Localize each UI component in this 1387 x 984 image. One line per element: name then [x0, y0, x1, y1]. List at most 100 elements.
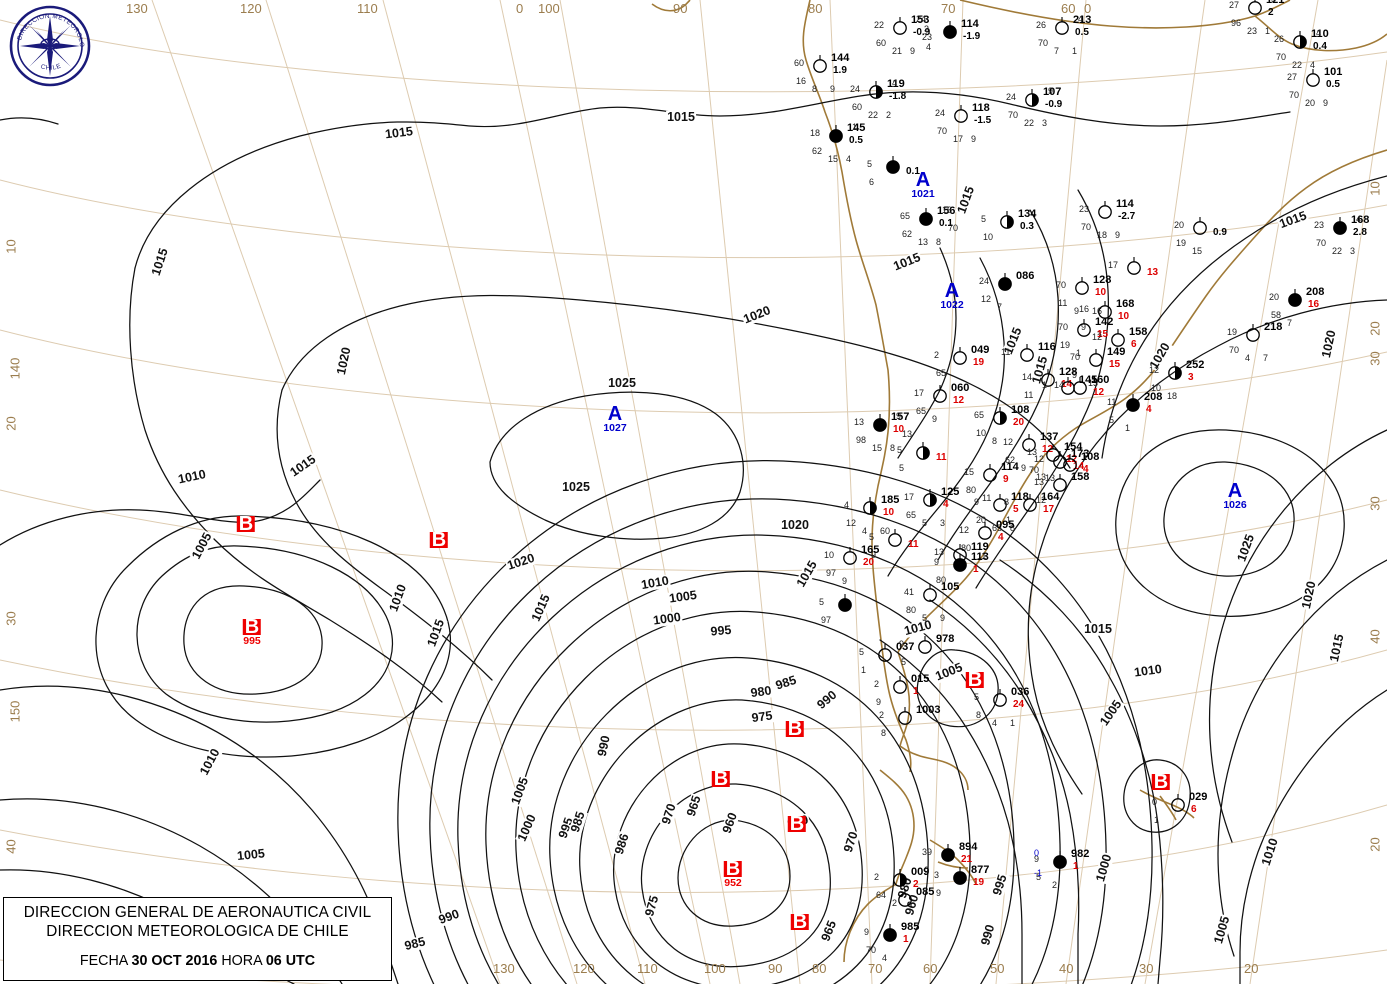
station-pressure: 157 [891, 411, 910, 423]
station-tendency-red: 10 [893, 424, 905, 435]
center-value: 1021 [911, 188, 935, 200]
high-pressure-center: A 1022 [940, 280, 964, 311]
station-datum: 22 [868, 110, 879, 120]
station-datum: 9 [1048, 86, 1054, 96]
station-tendency: 1.9 [833, 65, 847, 76]
station-datum: 62 [812, 146, 823, 156]
station-datum: 11 [1001, 347, 1011, 357]
station-pressure: 128 [1093, 274, 1112, 286]
center-value: 1022 [940, 299, 964, 311]
station-cloud-cover-icon [878, 644, 892, 662]
center-value: 1026 [1223, 499, 1247, 511]
station-datum: 16 [1079, 304, 1090, 314]
station-datum: 20 [976, 515, 987, 525]
station-datum: 4 [1310, 60, 1316, 70]
station-datum: 8 [881, 728, 887, 738]
station-tendency-red: 19 [973, 877, 985, 888]
graticule-label: 120 [240, 1, 262, 16]
center-glyph: A [944, 280, 960, 302]
station-pressure: 144 [831, 52, 850, 64]
station-pressure: 208 [1306, 286, 1325, 298]
station-pressure: 049 [971, 344, 990, 356]
station-tendency: -0.9 [913, 27, 931, 38]
station-cloud-cover-icon [893, 17, 907, 35]
station-datum: 19 [1227, 327, 1238, 337]
station-datum: 70 [1316, 238, 1327, 248]
station-datum: 5 [867, 159, 873, 169]
low-pressure-center: B [711, 769, 731, 789]
graticule-label: 40 [1367, 629, 1383, 644]
station-datum: 13 [1036, 472, 1047, 482]
station-datum: 13 [854, 417, 865, 427]
station-tendency-red: 9 [1003, 474, 1009, 485]
station-datum: 26 [1274, 34, 1285, 44]
isobar-label: 1020 [780, 517, 810, 532]
station-datum: 6 [869, 177, 875, 187]
station-datum: 12 [1003, 437, 1014, 447]
station-datum: 70 [1289, 90, 1300, 100]
time-prefix: HORA [217, 953, 266, 969]
station-datum: 1 [1265, 26, 1271, 36]
station-datum: 9 [1081, 322, 1087, 332]
station-datum: 70 [1070, 352, 1081, 362]
station-datum-blue: 0 [1034, 848, 1040, 858]
station-tendency-red: 12 [1042, 444, 1054, 455]
station-cloud-cover-icon [1171, 794, 1185, 812]
station-datum: 13 [1088, 378, 1099, 388]
station-tendency-red: 10 [883, 507, 895, 518]
station-cloud-cover-icon [1193, 217, 1207, 235]
station-tendency: 0.1 [906, 166, 920, 177]
station-tendency-red: 15 [1109, 359, 1121, 370]
station-pressure: 145 [847, 122, 866, 134]
station-datum: 9 [936, 888, 942, 898]
graticule-label: 60 [1061, 1, 1076, 16]
station-pressure: 119 [971, 541, 989, 553]
station-tendency-red: 14 [1073, 461, 1085, 472]
isobar-label: 1005 [235, 846, 267, 864]
graticule-label: 150 [7, 700, 23, 723]
station-datum: 14 [1022, 372, 1033, 382]
station-cloud-cover-icon [923, 584, 937, 602]
station-cloud-cover-icon [1333, 217, 1347, 235]
low-pressure-center: B [236, 514, 256, 534]
station-datum: 15 [872, 443, 883, 453]
station-datum: 9 [940, 613, 946, 623]
station-pressure: 113 [971, 551, 989, 563]
station-pressure: 154 [1064, 441, 1083, 453]
station-pressure: 213 [1073, 14, 1092, 26]
station-datum: 17 [914, 388, 925, 398]
station-cloud-cover-icon [813, 55, 827, 73]
station-datum: 13 [934, 547, 945, 557]
station-datum: 8 [992, 436, 998, 446]
station-cloud-cover-icon [954, 105, 968, 123]
station-datum: 5 [1036, 872, 1042, 882]
station-datum: 9 [934, 557, 940, 567]
station-cloud-cover-icon [1293, 31, 1307, 49]
station-datum: 4 [862, 526, 868, 536]
station-pressure: 114 [1116, 198, 1134, 210]
station-datum: 26 [1036, 20, 1047, 30]
station-datum: 1 [1072, 46, 1078, 56]
station-datum: 19 [1176, 238, 1187, 248]
station-datum: 5 [1271, 0, 1276, 4]
low-pressure-center: B 995 [242, 617, 262, 647]
graticule-label: 40 [1059, 961, 1074, 976]
graticule-label: 40 [3, 839, 19, 854]
station-datum: 23 [922, 32, 933, 42]
station-datum: 12 [981, 294, 992, 304]
station-pressure: 118 [1011, 491, 1029, 503]
station-cloud-cover-icon [888, 529, 902, 547]
graticule-label: 120 [573, 961, 595, 976]
station-datum: 11 [1107, 397, 1117, 407]
station-cloud-cover-icon [943, 21, 957, 39]
station-cloud-cover-icon [941, 844, 955, 862]
station-datum: 2 [886, 110, 892, 120]
graticule-label: 60 [923, 961, 938, 976]
station-cloud-cover-icon [1000, 211, 1014, 229]
station-datum: 7 [1054, 46, 1060, 56]
station-cloud-cover-icon [998, 273, 1012, 291]
station-datum: 1 [1076, 348, 1082, 358]
station-tendency-red: 11 [936, 452, 947, 463]
station-tendency-red: 19 [973, 357, 985, 368]
station-pressure: 164 [1041, 491, 1060, 503]
